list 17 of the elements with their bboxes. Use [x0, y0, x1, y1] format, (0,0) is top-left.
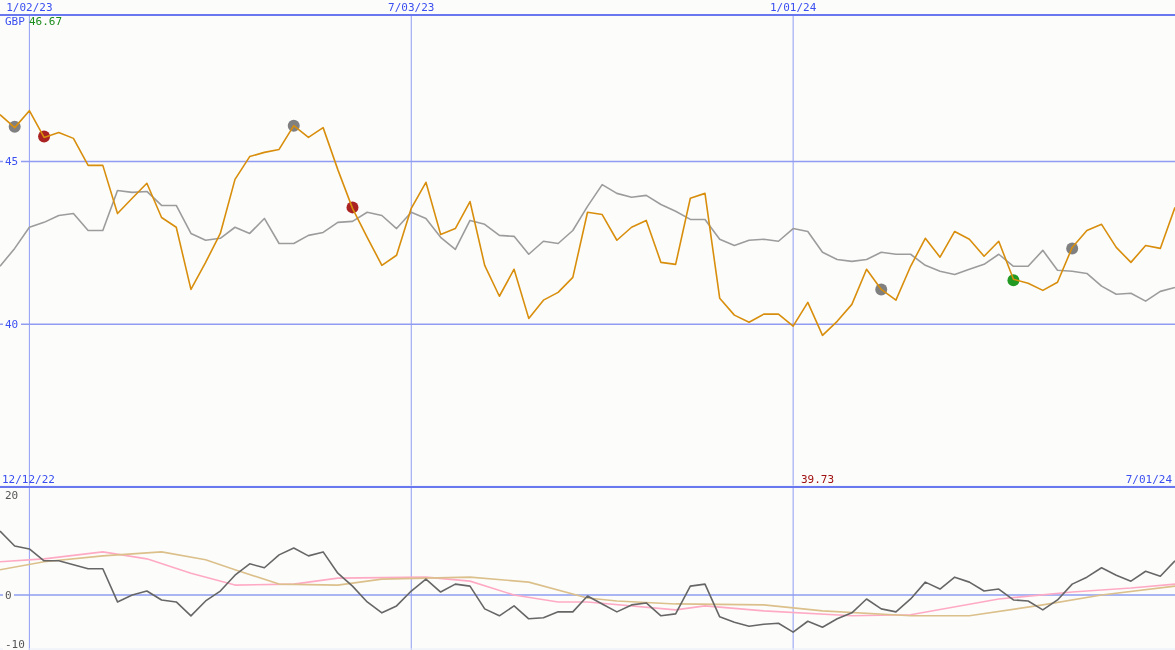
- y-tick-label: -10: [5, 638, 25, 650]
- line-series: [0, 109, 1175, 337]
- annotation: 7/01/24: [1125, 473, 1173, 486]
- x-tick-label: 1/02/23: [6, 1, 53, 14]
- line-series: [0, 183, 1175, 302]
- annotation: 39.73: [801, 473, 835, 486]
- annotation: 46.67: [29, 15, 63, 28]
- annotation: 12/12/22: [2, 473, 55, 486]
- x-tick-label: 7/03/23: [388, 1, 435, 14]
- annotation: GBP: [5, 15, 26, 28]
- line-series: [0, 551, 1175, 617]
- y-tick-label: 20: [5, 489, 19, 503]
- x-tick-label: 1/01/24: [769, 1, 817, 14]
- y-tick-label: 40: [5, 317, 19, 331]
- y-tick-label: 45: [5, 154, 19, 168]
- line-series: [0, 530, 1175, 633]
- y-tick-label: 0: [5, 588, 12, 602]
